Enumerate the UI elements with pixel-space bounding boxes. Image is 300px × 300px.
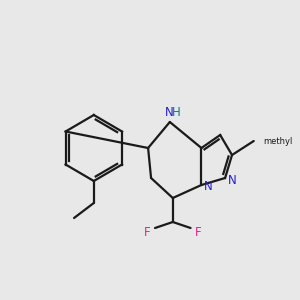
Text: N: N [164, 106, 173, 118]
Text: F: F [144, 226, 150, 239]
Text: N: N [204, 181, 213, 194]
Text: methyl: methyl [264, 136, 293, 146]
Text: N: N [228, 173, 236, 187]
Text: F: F [195, 226, 202, 239]
Text: H: H [172, 106, 181, 118]
